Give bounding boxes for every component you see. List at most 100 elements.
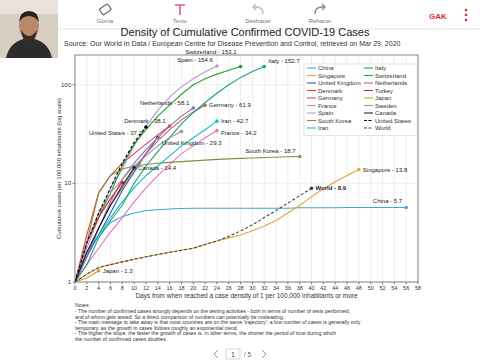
x-grid bbox=[299, 55, 300, 282]
scene: GomaTextoDeshacerRehacerGAKDensity of Cu… bbox=[0, 0, 480, 360]
end-marker bbox=[144, 125, 148, 129]
end-label: South Korea - 18.7 bbox=[245, 148, 296, 154]
y-tick-label: 10 bbox=[64, 180, 71, 186]
text-icon bbox=[175, 5, 185, 15]
x-tick-label: 50 bbox=[368, 285, 374, 291]
x-grid bbox=[240, 55, 241, 282]
webcam-frame bbox=[0, 0, 58, 58]
end-marker bbox=[215, 119, 219, 123]
x-grid bbox=[276, 55, 277, 282]
legend-box bbox=[304, 64, 417, 136]
x-tick-label: 10 bbox=[131, 285, 137, 291]
x-tick-label: 54 bbox=[391, 285, 397, 291]
end-label: Italy - 152.7 bbox=[268, 58, 300, 64]
legend-label: Sweden bbox=[375, 103, 397, 109]
legend-swatch bbox=[307, 75, 316, 76]
series-line bbox=[75, 170, 359, 282]
tool-button[interactable]: Rehacer bbox=[309, 4, 332, 24]
x-tick-label: 28 bbox=[238, 285, 244, 291]
menu-dot bbox=[465, 19, 468, 22]
legend-swatch bbox=[307, 90, 316, 91]
chart: 0246810121416182022242628303234363840424… bbox=[56, 49, 421, 300]
legend-label: China bbox=[318, 65, 334, 71]
tool-label: Deshacer bbox=[245, 18, 271, 24]
legend-label: United States bbox=[375, 118, 411, 124]
menu-button[interactable] bbox=[465, 9, 468, 22]
end-marker bbox=[310, 187, 314, 191]
x-tick-label: 16 bbox=[167, 285, 173, 291]
series-line bbox=[75, 188, 312, 282]
x-grid bbox=[216, 55, 217, 282]
x-grid bbox=[287, 55, 288, 282]
end-marker bbox=[215, 129, 219, 133]
legend-label: Denmark bbox=[318, 88, 343, 94]
page-box[interactable] bbox=[226, 349, 240, 359]
x-tick-label: 18 bbox=[178, 285, 184, 291]
x-tick-label: 40 bbox=[308, 285, 314, 291]
legend-label: Iran bbox=[318, 125, 328, 131]
legend-swatch bbox=[307, 120, 316, 121]
user-badge[interactable]: GAK bbox=[429, 12, 447, 21]
x-tick-label: 8 bbox=[121, 285, 124, 291]
series-line bbox=[75, 207, 406, 282]
x-tick-label: 32 bbox=[261, 285, 267, 291]
undo-icon bbox=[253, 4, 263, 14]
x-tick-label: 56 bbox=[403, 285, 409, 291]
x-tick-label: 36 bbox=[285, 285, 291, 291]
end-marker bbox=[357, 168, 361, 172]
tool-button[interactable]: Texto bbox=[173, 5, 188, 24]
x-tick-label: 52 bbox=[379, 285, 385, 291]
notes: Notes:- The number of confirmed cases st… bbox=[75, 302, 361, 342]
x-tick-label: 0 bbox=[73, 285, 76, 291]
legend-label: Switzerland bbox=[375, 73, 406, 79]
plot-background bbox=[75, 55, 418, 282]
legend-label: France bbox=[318, 103, 337, 109]
prev-page[interactable] bbox=[214, 350, 218, 358]
x-tick-label: 2 bbox=[85, 285, 88, 291]
x-tick-label: 22 bbox=[202, 285, 208, 291]
end-marker bbox=[262, 65, 266, 69]
tool-label: Texto bbox=[173, 18, 188, 24]
x-tick-label: 58 bbox=[415, 285, 421, 291]
x-tick-label: 34 bbox=[273, 285, 279, 291]
legend-swatch bbox=[307, 112, 316, 113]
series-line bbox=[75, 105, 205, 282]
end-label: Germany - 61.9 bbox=[209, 102, 251, 108]
series-line bbox=[75, 168, 134, 282]
webcam-beard bbox=[21, 30, 37, 42]
legend-label: Japan bbox=[375, 95, 391, 101]
background bbox=[0, 0, 480, 360]
tool-button[interactable]: Deshacer bbox=[245, 4, 271, 24]
end-label: Singapore - 13.8 bbox=[363, 167, 408, 173]
x-grid bbox=[264, 55, 265, 282]
legend-label: South Korea bbox=[318, 118, 352, 124]
x-tick-label: 42 bbox=[320, 285, 326, 291]
x-grid bbox=[110, 55, 111, 282]
x-tick-label: 38 bbox=[297, 285, 303, 291]
y-tick-label: 100 bbox=[61, 82, 72, 88]
series-line bbox=[75, 67, 264, 282]
next-page[interactable] bbox=[262, 350, 266, 358]
y-tick bbox=[73, 183, 76, 184]
legend-label: Spain bbox=[318, 110, 333, 116]
x-tick-label: 30 bbox=[249, 285, 255, 291]
legend-label: World bbox=[375, 125, 391, 131]
chart-subtitle: Source: Our World In Data / European Cen… bbox=[64, 40, 401, 48]
end-label: Canada - 14.4 bbox=[138, 165, 177, 171]
x-tick-label: 44 bbox=[332, 285, 338, 291]
legend: ChinaSingaporeUnited KingdomDenmarkGerma… bbox=[304, 64, 417, 136]
y-tick bbox=[73, 84, 76, 85]
end-label: Netherlands - 58.1 bbox=[140, 100, 190, 106]
legend-swatch bbox=[307, 82, 316, 83]
legend-swatch bbox=[364, 75, 373, 76]
end-label: United Kingdom - 29.3 bbox=[162, 140, 222, 146]
x-tick-label: 12 bbox=[143, 285, 149, 291]
series-line bbox=[75, 132, 181, 282]
x-grid bbox=[205, 55, 206, 282]
x-grid bbox=[228, 55, 229, 282]
legend-swatch bbox=[307, 67, 316, 68]
end-marker bbox=[191, 106, 195, 110]
y-tick-label: 1 bbox=[68, 279, 72, 285]
legend-label: Italy bbox=[375, 65, 386, 71]
tool-button[interactable]: Goma bbox=[97, 4, 114, 24]
